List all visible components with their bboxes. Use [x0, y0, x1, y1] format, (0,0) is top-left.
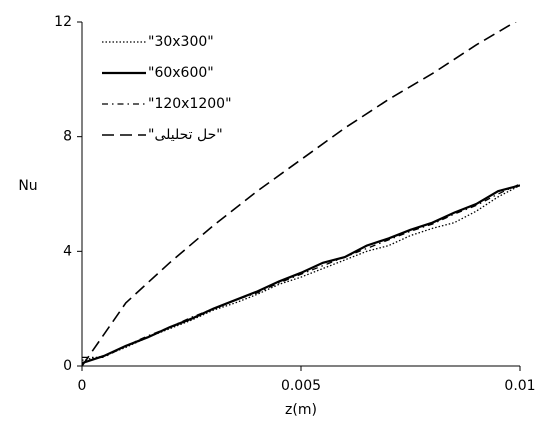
x-tick-label: 0.01 — [504, 378, 535, 394]
legend-label: "120x1200" — [148, 96, 232, 112]
y-axis-label: Nu — [18, 178, 37, 194]
y-tick-label: 0 — [63, 358, 72, 374]
x-tick-label: 0 — [78, 378, 87, 394]
legend-label: "30x300" — [148, 34, 214, 50]
series-line — [82, 183, 520, 359]
x-axis-label: z(m) — [285, 402, 317, 418]
series-line — [82, 22, 517, 366]
y-tick-label: 8 — [63, 129, 72, 145]
y-tick-label: 12 — [54, 14, 72, 30]
y-tick-label: 4 — [63, 243, 72, 259]
legend-label: "60x600" — [148, 65, 214, 81]
legend-label: "حل تحلیلی" — [148, 127, 223, 143]
x-tick-label: 0.005 — [281, 378, 321, 394]
series-line — [82, 184, 520, 365]
